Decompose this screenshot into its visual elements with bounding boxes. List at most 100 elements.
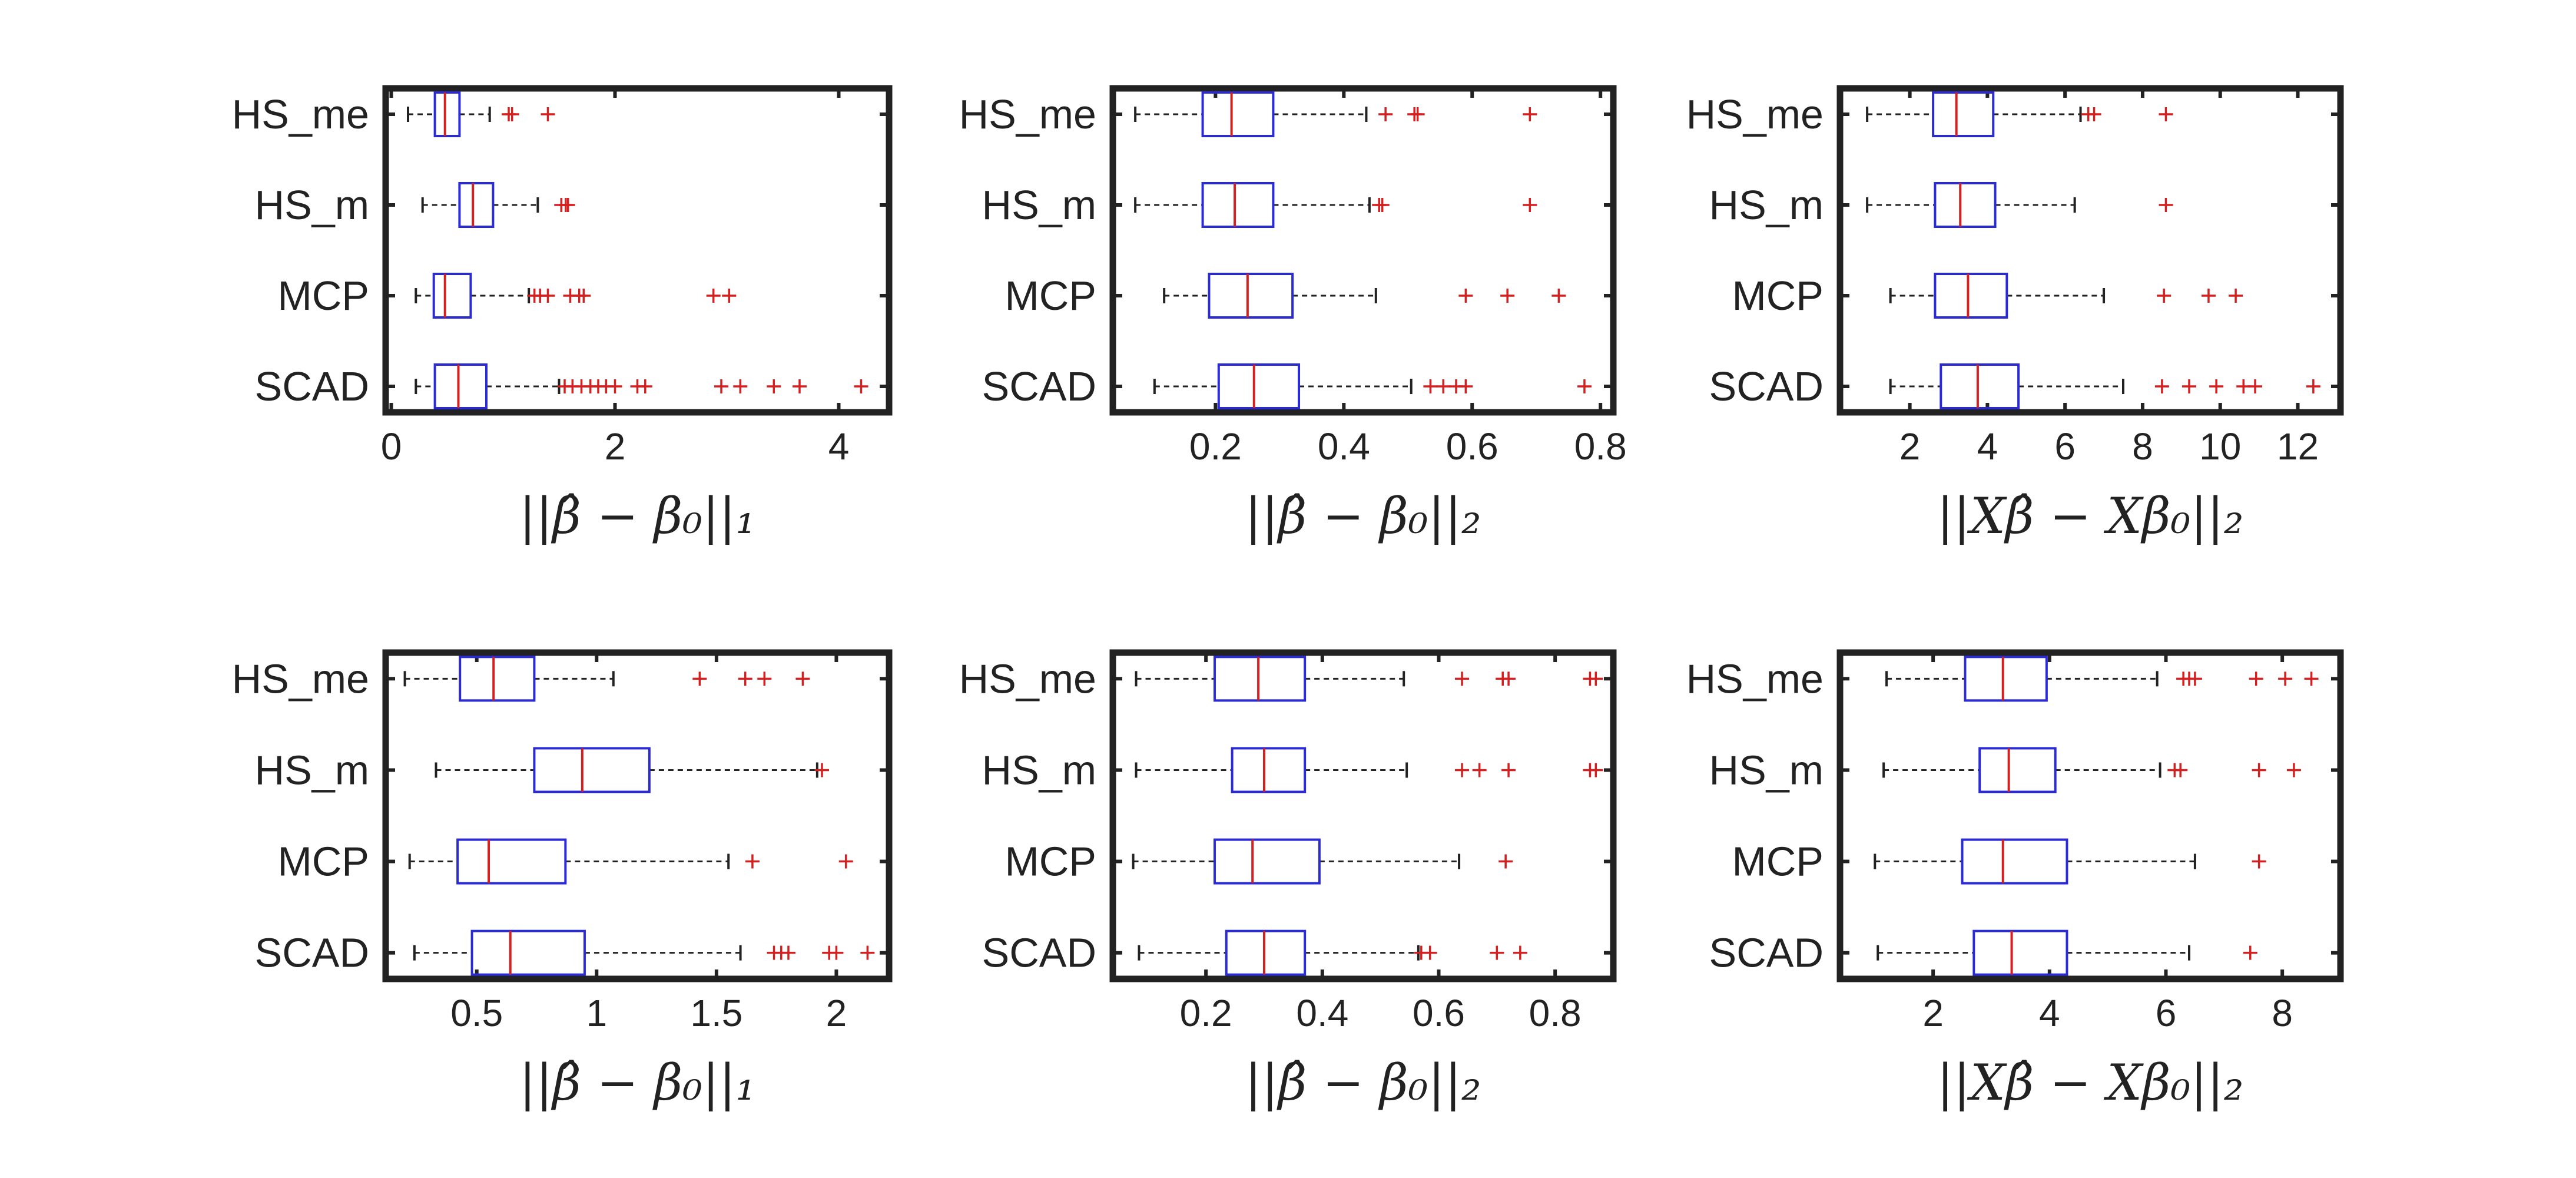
outlier-marker <box>2201 289 2216 303</box>
y-category-label: HS_me <box>959 91 1096 137</box>
outlier-marker <box>815 763 829 777</box>
outlier-marker <box>2229 289 2243 303</box>
iqr-box <box>533 747 651 793</box>
y-category-label: SCAD <box>1709 930 1824 976</box>
outlier-marker <box>1455 763 1470 777</box>
outlier-marker <box>1472 763 1487 777</box>
x-axis-label: ||β̂ − β₀||₁ <box>519 487 755 545</box>
iqr-box <box>1201 182 1275 228</box>
x-tick-label: 6 <box>2156 992 2177 1034</box>
y-category-label: SCAD <box>982 930 1096 976</box>
y-category-label: MCP <box>1732 273 1824 319</box>
outlier-marker <box>2304 671 2319 686</box>
panel-frame <box>1836 649 2344 982</box>
outlier-marker <box>1410 107 1425 121</box>
outlier-marker <box>1589 671 1603 686</box>
x-tick-label: 0.2 <box>1180 992 1232 1034</box>
outlier-marker <box>2087 107 2101 121</box>
boxplot-panel-3: 2 4 6 8 10 12 ||Xβ̂ − Xβ₀||₂ HS_me HS_m MCP SCAD <box>1686 85 2344 545</box>
y-category-label: MCP <box>277 839 369 885</box>
iqr-box <box>1978 747 2057 793</box>
outlier-marker <box>2157 289 2171 303</box>
outlier-marker <box>1458 379 1473 393</box>
x-tick-label: 0.2 <box>1189 425 1242 468</box>
outlier-marker <box>860 945 875 960</box>
y-category-label: HS_me <box>232 656 369 701</box>
outlier-marker <box>638 379 652 393</box>
outlier-marker <box>1500 289 1515 303</box>
outlier-marker <box>2306 379 2320 393</box>
outlier-marker <box>1589 763 1603 777</box>
x-tick-label: 1.5 <box>690 992 742 1034</box>
outlier-marker <box>722 289 737 303</box>
panel-frame <box>1109 649 1617 982</box>
outlier-marker <box>738 671 752 686</box>
boxplot-panel-5: 0.2 0.4 0.6 0.8 ||β̂ − β₀||₂ HS_me HS_m MCP SCAD <box>959 649 1617 1111</box>
x-tick-label: 2 <box>826 992 847 1034</box>
iqr-box <box>1934 182 1997 228</box>
x-tick-label: 10 <box>2199 425 2241 468</box>
outlier-marker <box>2252 763 2266 777</box>
outlier-marker <box>2243 945 2257 960</box>
iqr-box <box>470 929 586 976</box>
outlier-marker <box>1501 671 1516 686</box>
outlier-marker <box>1423 945 1437 960</box>
outlier-marker <box>1455 671 1470 686</box>
iqr-box <box>1964 656 2048 702</box>
x-tick-label: 0.6 <box>1413 992 1465 1034</box>
x-tick-label: 0.8 <box>1529 992 1582 1034</box>
outlier-marker <box>854 379 868 393</box>
outlier-marker <box>2286 763 2301 777</box>
y-category-label: HS_m <box>1709 182 1824 228</box>
outlier-marker <box>2159 107 2173 121</box>
outlier-marker <box>795 671 810 686</box>
y-category-label: SCAD <box>982 363 1096 409</box>
outlier-marker <box>1501 763 1516 777</box>
outlier-marker <box>745 854 760 869</box>
outlier-marker <box>838 854 853 869</box>
boxplot-panel-2: 0.2 0.4 0.6 0.8 ||β̂ − β₀||₂ HS_me HS_m MCP SCAD <box>959 85 1627 545</box>
outlier-marker <box>505 107 519 121</box>
y-category-label: MCP <box>277 273 369 319</box>
outlier-marker <box>733 379 748 393</box>
y-category-label: HS_me <box>1686 656 1824 701</box>
boxplot-panel-6: 2 4 6 8 ||Xβ̂ − Xβ₀||₂ HS_me HS_m MCP SCAD <box>1686 649 2344 1111</box>
y-category-label: HS_m <box>255 182 369 228</box>
x-axis-label: ||β̂ − β₀||₂ <box>1245 1054 1481 1111</box>
iqr-box <box>1940 363 2020 409</box>
y-category-label: MCP <box>1732 839 1824 885</box>
outlier-marker <box>1523 107 1537 121</box>
outlier-marker <box>2173 763 2188 777</box>
outlier-marker <box>757 671 772 686</box>
outlier-marker <box>1523 198 1537 212</box>
outlier-marker <box>2182 379 2197 393</box>
outlier-marker <box>541 107 555 121</box>
x-tick-label: 0 <box>381 425 402 468</box>
outlier-marker <box>1513 945 1527 960</box>
y-category-label: MCP <box>1004 839 1096 885</box>
outlier-marker <box>541 289 555 303</box>
iqr-box <box>459 656 536 702</box>
iqr-box <box>1213 656 1307 702</box>
x-tick-label: 1 <box>586 992 607 1034</box>
outlier-marker <box>1375 198 1390 212</box>
outlier-marker <box>2278 671 2293 686</box>
outlier-marker <box>2159 198 2173 212</box>
x-axis-label: ||Xβ̂ − Xβ₀||₂ <box>1937 487 2243 545</box>
y-category-label: HS_m <box>982 747 1096 793</box>
x-tick-label: 2 <box>1922 992 1944 1034</box>
panel-frame <box>382 85 893 416</box>
iqr-box <box>1961 838 2068 885</box>
iqr-box <box>1972 929 2068 976</box>
x-tick-label: 0.5 <box>450 992 503 1034</box>
x-tick-label: 8 <box>2272 992 2293 1034</box>
outlier-marker <box>781 945 795 960</box>
outlier-marker <box>1378 107 1393 121</box>
outlier-marker <box>2209 379 2224 393</box>
x-tick-label: 4 <box>828 425 850 468</box>
x-tick-label: 8 <box>2132 425 2153 468</box>
x-tick-label: 6 <box>2054 425 2076 468</box>
outlier-marker <box>714 379 728 393</box>
iqr-box <box>1208 273 1294 319</box>
